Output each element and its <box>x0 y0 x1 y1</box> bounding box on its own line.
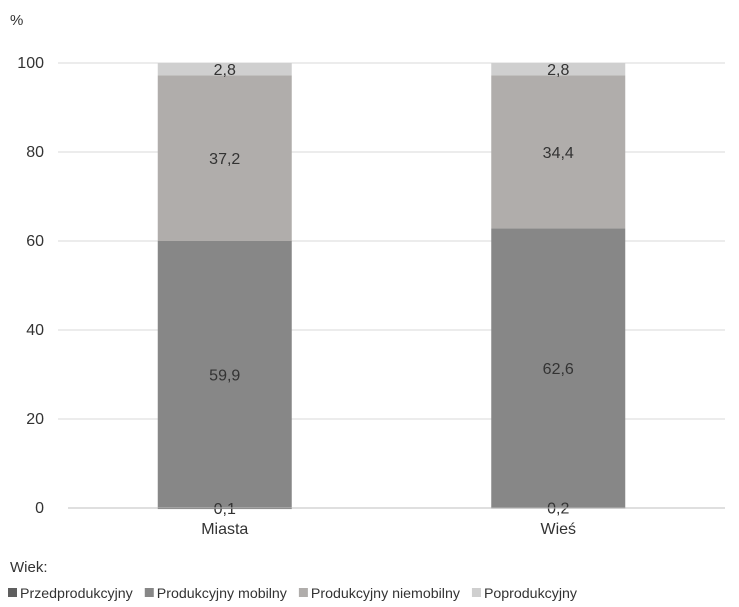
bars <box>157 63 626 510</box>
legend-swatch <box>471 588 481 597</box>
y-tick-label: 60 <box>26 233 44 250</box>
legend-label: Poprodukcyjny <box>484 586 578 602</box>
y-unit-label: % <box>10 12 23 29</box>
bar-segment <box>491 75 626 229</box>
data-label: 59,9 <box>209 367 240 384</box>
data-label: 2,8 <box>214 62 236 79</box>
x-tick-label: Wieś <box>540 521 576 538</box>
data-label: 2,8 <box>547 62 569 79</box>
legend-label: Produkcyjny mobilny <box>157 586 288 602</box>
legend-title: Wiek: <box>10 559 48 576</box>
y-tick-label: 100 <box>17 55 44 72</box>
axes: Miasta Wieś <box>68 507 725 538</box>
y-tick-label: 80 <box>26 144 44 161</box>
y-tick-label: 20 <box>26 411 44 428</box>
bar-segment <box>157 241 292 508</box>
legend-swatch <box>144 588 154 597</box>
legend-label: Przedprodukcyjny <box>20 586 134 602</box>
data-label: 0,2 <box>547 501 569 518</box>
data-label: 0,1 <box>214 501 236 518</box>
y-tick-label: 0 <box>35 500 44 517</box>
y-tick-label: 40 <box>26 322 44 339</box>
data-label: 37,2 <box>209 151 240 168</box>
data-label: 62,6 <box>543 361 574 378</box>
legend-label: Produkcyjny niemobilny <box>311 586 461 602</box>
bar-segment <box>491 63 626 76</box>
data-label: 34,4 <box>543 145 574 162</box>
bar-segment <box>491 228 626 508</box>
legend: Przedprodukcyjny Produkcyjny mobilny Produ… <box>8 586 578 602</box>
bar-segment <box>157 63 292 76</box>
legend-swatch <box>8 588 17 597</box>
bar-segment <box>157 75 292 242</box>
legend-swatch <box>298 588 308 597</box>
x-tick-label: Miasta <box>201 521 248 538</box>
data-labels: 0,1 59,9 37,2 2,8 0,2 62,6 34,4 2,8 <box>209 62 574 518</box>
